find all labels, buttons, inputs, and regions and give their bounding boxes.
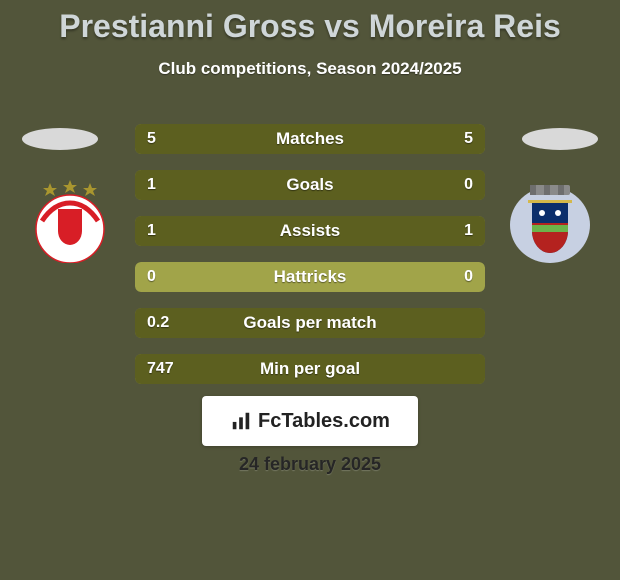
stat-label: Goals per match — [135, 308, 485, 338]
stat-label: Min per goal — [135, 354, 485, 384]
stat-row-assists: 11Assists — [135, 216, 485, 246]
stat-label: Assists — [135, 216, 485, 246]
left-club-badge — [20, 177, 120, 263]
branding-badge: FcTables.com — [202, 396, 418, 446]
subtitle: Club competitions, Season 2024/2025 — [0, 59, 620, 79]
stat-row-goals-per-match: 0.2Goals per match — [135, 308, 485, 338]
page-title: Prestianni Gross vs Moreira Reis — [0, 0, 620, 45]
stat-row-hattricks: 00Hattricks — [135, 262, 485, 292]
comparison-card: Prestianni Gross vs Moreira Reis Club co… — [0, 0, 620, 580]
fctables-logo-icon — [230, 410, 252, 432]
left-player-ellipse — [22, 128, 98, 150]
stat-label: Matches — [135, 124, 485, 154]
right-player-ellipse — [522, 128, 598, 150]
stat-row-min-per-goal: 747Min per goal — [135, 354, 485, 384]
chaves-crest-icon — [500, 177, 600, 263]
stat-row-goals: 10Goals — [135, 170, 485, 200]
right-club-badge — [500, 177, 600, 263]
benfica-crest-icon — [20, 177, 120, 263]
comparison-bars: 55Matches 10Goals 11Assists 00Hattricks 0.2G… — [135, 124, 485, 400]
date-stamp: 24 february 2025 — [0, 454, 620, 475]
branding-text: FcTables.com — [258, 410, 390, 433]
stat-label: Goals — [135, 170, 485, 200]
stat-label: Hattricks — [135, 262, 485, 292]
stat-row-matches: 55Matches — [135, 124, 485, 154]
